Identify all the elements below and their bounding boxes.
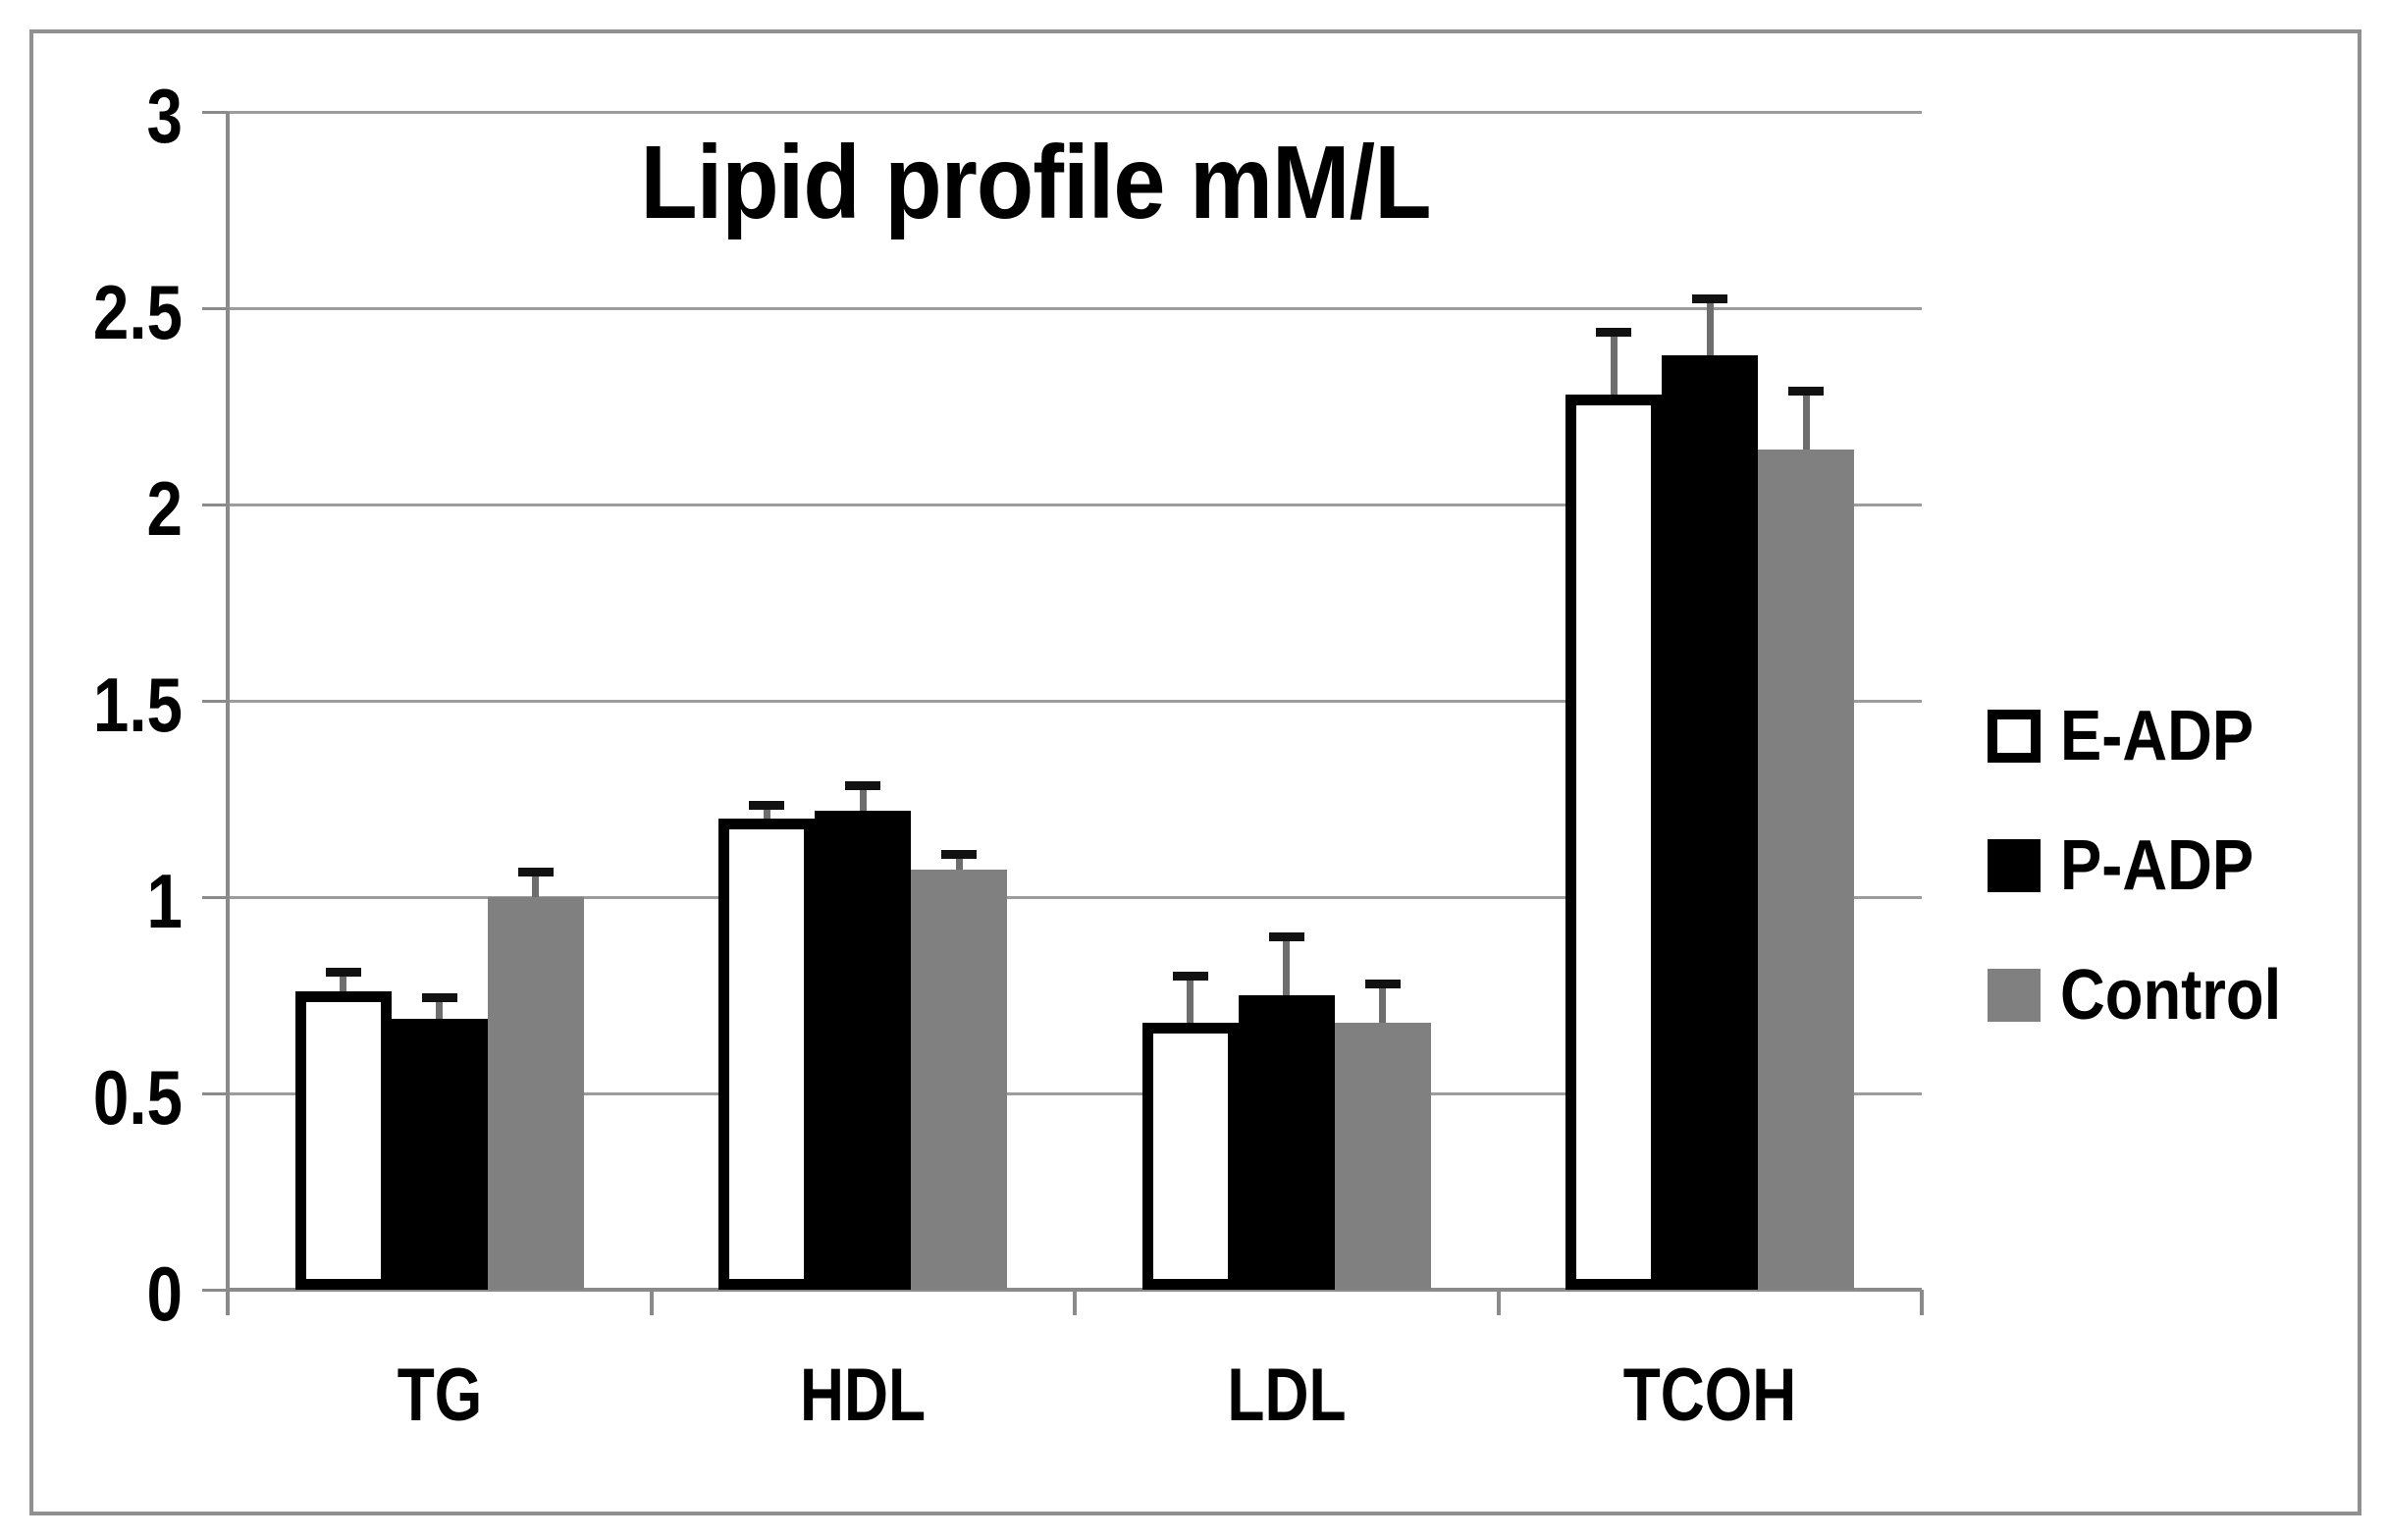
plot-area xyxy=(228,111,1922,1292)
y-tick-label: 1.5 xyxy=(92,662,183,748)
bar-e-adp-ldl xyxy=(1141,1023,1239,1290)
error-bar-cap xyxy=(1788,387,1825,396)
error-bar-cap xyxy=(749,801,785,810)
gridline xyxy=(228,1092,1922,1095)
y-tick xyxy=(202,307,228,310)
error-bar-cap xyxy=(325,968,361,977)
y-tick-label: 1 xyxy=(146,858,183,944)
bar-control-hdl xyxy=(911,870,1008,1290)
legend-entry-control: Control xyxy=(1988,956,2311,1035)
legend-label: E-ADP xyxy=(2060,697,2254,775)
error-bar-cap xyxy=(1596,328,1632,337)
error-bar-stem xyxy=(955,858,963,870)
y-tick-label: 0.5 xyxy=(92,1054,183,1141)
error-bar-stem xyxy=(1187,980,1194,1023)
legend-marker-e-adp-icon xyxy=(1988,710,2041,763)
error-bar-stem xyxy=(1379,987,1387,1023)
x-tick xyxy=(1920,1290,1924,1315)
bar-e-adp-tcoh xyxy=(1565,395,1663,1290)
error-bar-stem xyxy=(340,976,347,991)
error-bar-cap xyxy=(517,868,554,876)
y-tick xyxy=(202,896,228,899)
error-bar-stem xyxy=(1283,940,1291,995)
bar-p-adp-ldl xyxy=(1238,995,1335,1290)
chart-title: Lipid profile mM/L xyxy=(640,125,1431,240)
y-tick-label: 2 xyxy=(146,465,183,552)
y-tick xyxy=(202,504,228,506)
error-bar-stem xyxy=(532,876,540,897)
error-bar-cap xyxy=(421,993,457,1002)
x-category-label: LDL xyxy=(1227,1354,1347,1437)
error-bar-cap xyxy=(1268,932,1304,941)
gridline xyxy=(228,700,1922,703)
x-category-label: TCOH xyxy=(1622,1354,1797,1437)
y-tick xyxy=(202,1289,228,1292)
y-tick xyxy=(202,700,228,703)
bar-e-adp-hdl xyxy=(718,819,816,1290)
y-axis-line xyxy=(226,112,230,1315)
legend-marker-p-adp-icon xyxy=(1988,839,2041,892)
gridline xyxy=(228,111,1922,114)
legend: E-ADP P-ADP Control xyxy=(1988,697,2311,1093)
x-tick xyxy=(1496,1290,1501,1315)
bar-control-tcoh xyxy=(1758,450,1855,1290)
error-bar-stem xyxy=(1706,302,1714,355)
x-tick xyxy=(1073,1290,1077,1315)
legend-entry-p-adp: P-ADP xyxy=(1988,826,2311,905)
gridline xyxy=(228,504,1922,506)
bar-p-adp-hdl xyxy=(815,811,912,1290)
legend-label: Control xyxy=(2060,956,2282,1035)
error-bar-stem xyxy=(763,809,770,819)
error-bar-stem xyxy=(1610,336,1618,395)
gridline xyxy=(228,896,1922,899)
x-tick xyxy=(649,1290,654,1315)
y-tick-label: 3 xyxy=(146,73,183,159)
y-tick-label: 0 xyxy=(146,1250,183,1337)
y-tick xyxy=(202,111,228,114)
legend-marker-control-icon xyxy=(1988,969,2041,1022)
bar-p-adp-tg xyxy=(391,1019,488,1290)
bar-control-ldl xyxy=(1334,1023,1431,1290)
y-tick xyxy=(202,1092,228,1095)
error-bar-cap xyxy=(1172,972,1208,981)
bar-control-tg xyxy=(487,897,584,1290)
error-bar-cap xyxy=(1692,294,1728,303)
bar-e-adp-tg xyxy=(294,991,392,1290)
error-bar-cap xyxy=(845,781,881,790)
legend-entry-e-adp: E-ADP xyxy=(1988,697,2311,775)
legend-label: P-ADP xyxy=(2060,826,2254,905)
error-bar-stem xyxy=(1802,395,1810,450)
error-bar-cap xyxy=(941,850,978,859)
error-bar-stem xyxy=(859,789,867,811)
error-bar-cap xyxy=(1364,980,1401,988)
gridline xyxy=(228,307,1922,310)
x-category-label: HDL xyxy=(800,1354,927,1437)
bar-p-adp-tcoh xyxy=(1662,355,1759,1290)
y-tick-label: 2.5 xyxy=(92,269,183,355)
error-bar-stem xyxy=(436,1001,444,1019)
x-tick xyxy=(226,1290,230,1315)
x-category-label: TG xyxy=(397,1354,483,1437)
